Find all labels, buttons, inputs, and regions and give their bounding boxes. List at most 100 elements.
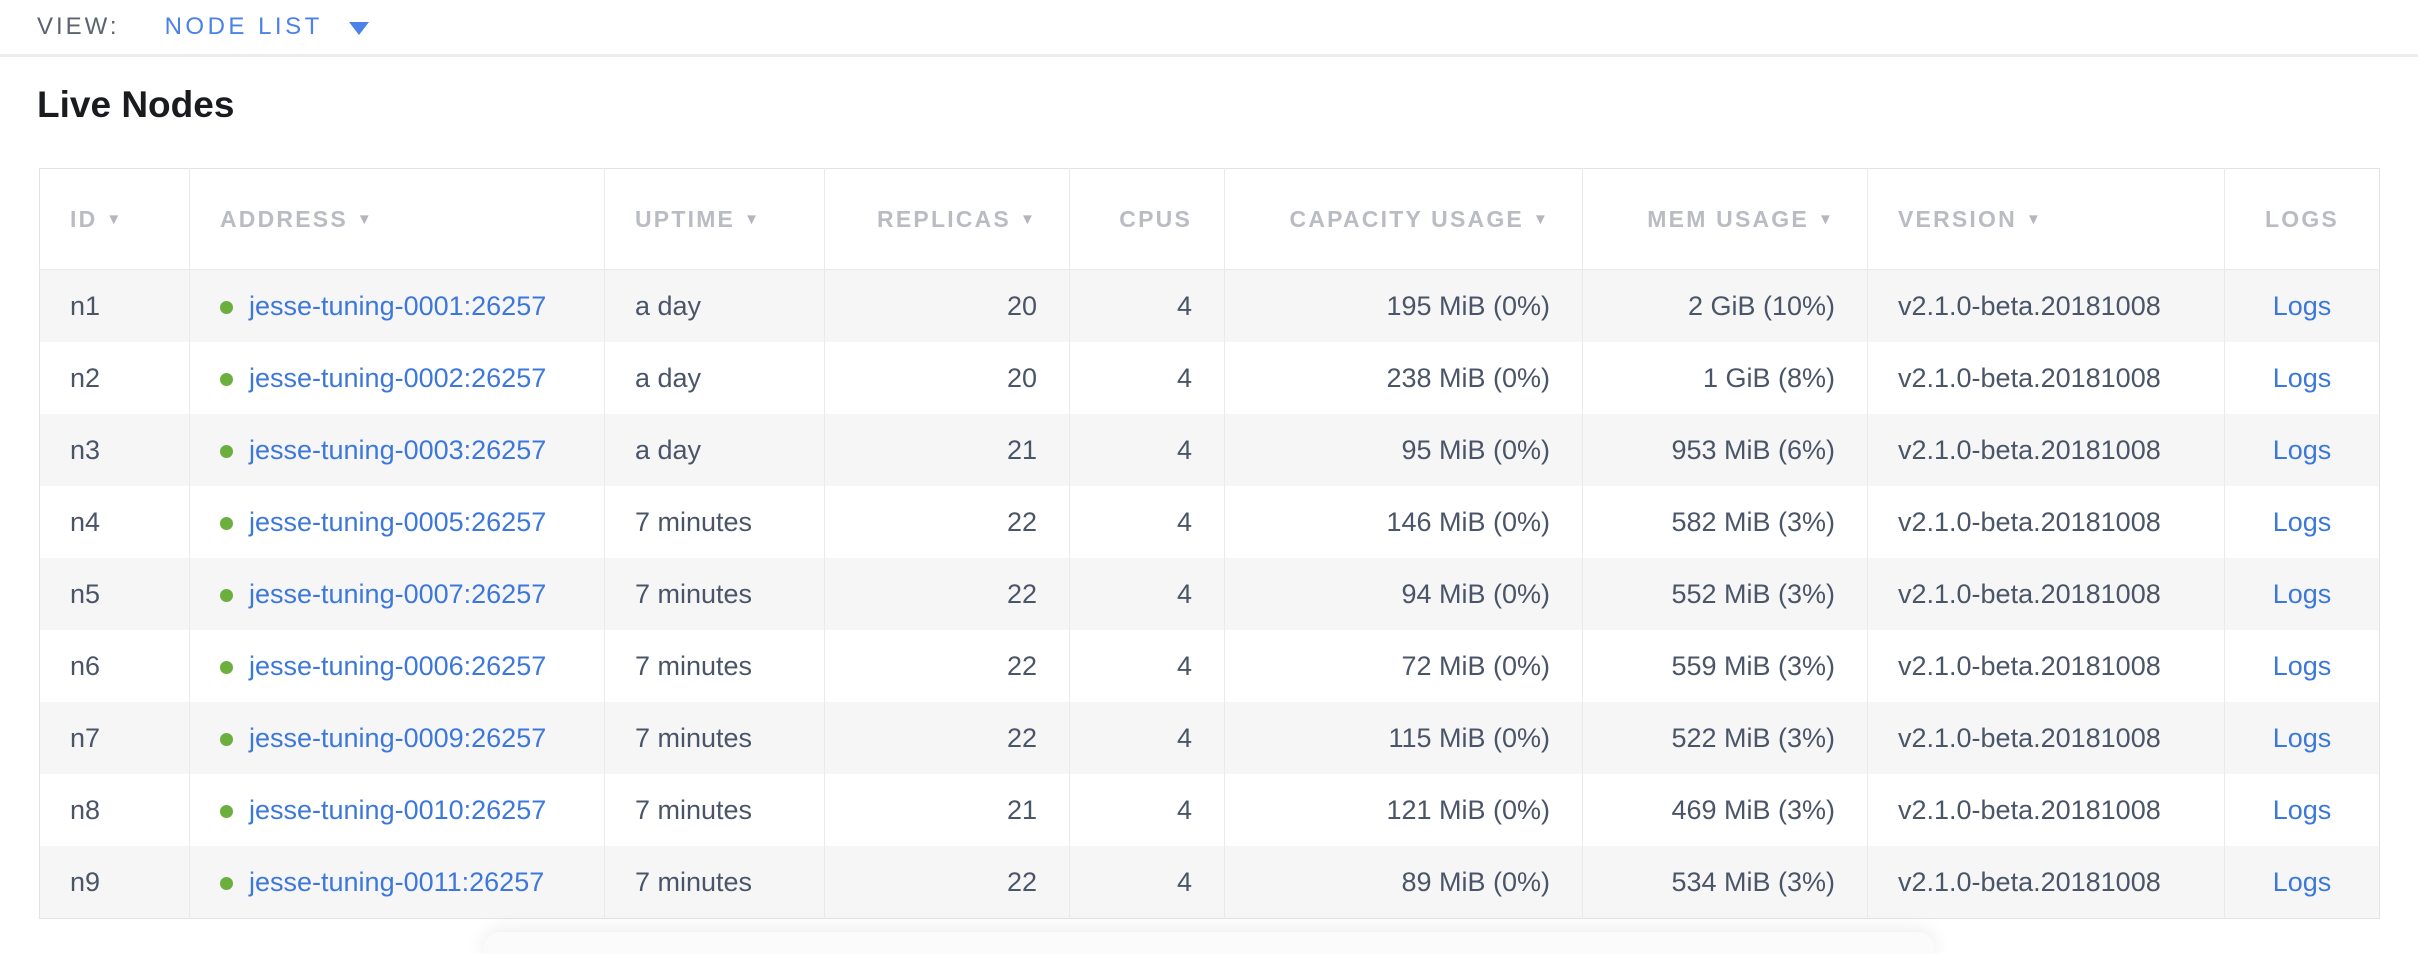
node-address-link[interactable]: jesse-tuning-0001:26257 <box>249 290 547 321</box>
capacity_usage-cell: 94 MiB (0%) <box>1224 558 1583 630</box>
id-cell: n4 <box>39 486 190 558</box>
below-fold-panel-edge <box>484 932 1934 954</box>
version-cell: v2.1.0-beta.20181008 <box>1867 846 2225 919</box>
capacity_usage-cell: 238 MiB (0%) <box>1224 342 1583 414</box>
column-header-id[interactable]: ID ▼ <box>39 168 190 270</box>
version-cell: v2.1.0-beta.20181008 <box>1867 414 2225 486</box>
node-logs-link[interactable]: Logs <box>2272 362 2332 393</box>
version-cell: v2.1.0-beta.20181008 <box>1867 269 2225 342</box>
node-logs-link[interactable]: Logs <box>2272 506 2332 537</box>
cpus-cell: 4 <box>1069 846 1225 919</box>
node-live-status-icon <box>220 876 233 890</box>
table-row: n6 jesse-tuning-0006:26257 7 minutes 22 4 72 … <box>39 630 2380 702</box>
uptime-cell: 7 minutes <box>604 846 825 919</box>
capacity_usage-cell: 121 MiB (0%) <box>1224 774 1583 846</box>
view-select-value: NODE LIST <box>164 13 323 40</box>
node-logs-link[interactable]: Logs <box>2272 794 2332 825</box>
uptime-cell: 7 minutes <box>604 558 825 630</box>
id-cell: n1 <box>39 269 190 342</box>
mem_usage-cell: 953 MiB (6%) <box>1582 414 1868 486</box>
cpus-cell: 4 <box>1069 342 1225 414</box>
node-live-status-icon <box>220 732 233 746</box>
column-header-uptime[interactable]: UPTIME ▼ <box>604 168 825 270</box>
uptime-cell: 7 minutes <box>604 774 825 846</box>
node-logs-link[interactable]: Logs <box>2272 290 2332 321</box>
mem_usage-cell: 552 MiB (3%) <box>1582 558 1868 630</box>
column-header-replicas[interactable]: REPLICAS ▼ <box>824 168 1070 270</box>
node-address-link[interactable]: jesse-tuning-0007:26257 <box>249 578 547 609</box>
view-select-dropdown[interactable]: NODE LIST <box>165 13 369 41</box>
sort-arrow-icon: ▼ <box>356 210 374 228</box>
node-address-link[interactable]: jesse-tuning-0006:26257 <box>249 650 547 681</box>
column-header-address[interactable]: ADDRESS ▼ <box>189 168 605 270</box>
sort-arrow-icon: ▼ <box>1817 210 1835 228</box>
version-cell: v2.1.0-beta.20181008 <box>1867 558 2225 630</box>
address-cell: jesse-tuning-0002:26257 <box>189 342 605 414</box>
node-live-status-icon <box>220 372 233 386</box>
node-address-link[interactable]: jesse-tuning-0002:26257 <box>249 362 547 393</box>
uptime-cell: 7 minutes <box>604 486 825 558</box>
address-cell: jesse-tuning-0005:26257 <box>189 486 605 558</box>
node-live-status-icon <box>220 588 233 602</box>
node-logs-link[interactable]: Logs <box>2272 866 2332 897</box>
cpus-cell: 4 <box>1069 702 1225 774</box>
node-address-link[interactable]: jesse-tuning-0010:26257 <box>249 794 547 825</box>
mem_usage-cell: 1 GiB (8%) <box>1582 342 1868 414</box>
logs-cell: Logs <box>2225 270 2380 343</box>
sort-arrow-icon: ▼ <box>2025 210 2043 228</box>
column-header-label: CAPACITY USAGE <box>1289 205 1524 232</box>
view-bar: VIEW: NODE LIST <box>0 0 2418 57</box>
uptime-cell: 7 minutes <box>604 702 825 774</box>
replicas-cell: 22 <box>824 702 1070 774</box>
view-label: VIEW: <box>37 13 120 40</box>
node-live-status-icon <box>220 444 233 458</box>
table-row: n9 jesse-tuning-0011:26257 7 minutes 22 4 89 … <box>39 846 2380 919</box>
capacity_usage-cell: 146 MiB (0%) <box>1224 486 1583 558</box>
node-logs-link[interactable]: Logs <box>2272 722 2332 753</box>
id-cell: n5 <box>39 558 190 630</box>
address-cell: jesse-tuning-0001:26257 <box>189 269 605 342</box>
node-live-status-icon <box>220 804 233 818</box>
cpus-cell: 4 <box>1069 558 1225 630</box>
logs-cell: Logs <box>2225 702 2380 774</box>
node-address-link[interactable]: jesse-tuning-0009:26257 <box>249 722 547 753</box>
node-logs-link[interactable]: Logs <box>2272 650 2332 681</box>
id-cell: n6 <box>39 630 190 702</box>
mem_usage-cell: 2 GiB (10%) <box>1582 269 1868 342</box>
column-header-logs: LOGS <box>2224 168 2380 270</box>
id-cell: n3 <box>39 414 190 486</box>
column-header-version[interactable]: VERSION ▼ <box>1867 168 2225 270</box>
node-logs-link[interactable]: Logs <box>2272 434 2332 465</box>
uptime-cell: a day <box>604 342 825 414</box>
logs-cell: Logs <box>2225 558 2380 630</box>
node-address-link[interactable]: jesse-tuning-0005:26257 <box>249 506 547 537</box>
node-logs-link[interactable]: Logs <box>2272 578 2332 609</box>
node-address-link[interactable]: jesse-tuning-0011:26257 <box>249 866 545 897</box>
column-header-capacity_usage[interactable]: CAPACITY USAGE ▼ <box>1224 168 1583 270</box>
uptime-cell: a day <box>604 414 825 486</box>
id-cell: n7 <box>39 702 190 774</box>
capacity_usage-cell: 72 MiB (0%) <box>1224 630 1583 702</box>
cpus-cell: 4 <box>1069 269 1225 342</box>
cpus-cell: 4 <box>1069 774 1225 846</box>
uptime-cell: a day <box>604 269 825 342</box>
version-cell: v2.1.0-beta.20181008 <box>1867 630 2225 702</box>
mem_usage-cell: 582 MiB (3%) <box>1582 486 1868 558</box>
cpus-cell: 4 <box>1069 414 1225 486</box>
table-row: n2 jesse-tuning-0002:26257 a day 20 4 238 MiB… <box>39 342 2380 414</box>
cpus-cell: 4 <box>1069 630 1225 702</box>
mem_usage-cell: 559 MiB (3%) <box>1582 630 1868 702</box>
cpus-cell: 4 <box>1069 486 1225 558</box>
table-row: n1 jesse-tuning-0001:26257 a day 20 4 195 MiB… <box>39 269 2380 343</box>
column-header-mem_usage[interactable]: MEM USAGE ▼ <box>1582 168 1868 270</box>
sort-arrow-icon: ▼ <box>106 210 124 228</box>
capacity_usage-cell: 95 MiB (0%) <box>1224 414 1583 486</box>
table-row: n7 jesse-tuning-0009:26257 7 minutes 22 4 115… <box>39 702 2380 774</box>
table-header-row: ID ▼ ADDRESS ▼ UPTIME ▼ REPLICAS ▼ CPUS CAPACITY … <box>39 168 2380 270</box>
address-cell: jesse-tuning-0010:26257 <box>189 774 605 846</box>
node-address-link[interactable]: jesse-tuning-0003:26257 <box>249 434 547 465</box>
mem_usage-cell: 522 MiB (3%) <box>1582 702 1868 774</box>
column-header-label: MEM USAGE <box>1647 205 1809 232</box>
address-cell: jesse-tuning-0011:26257 <box>189 846 605 919</box>
address-cell: jesse-tuning-0006:26257 <box>189 630 605 702</box>
